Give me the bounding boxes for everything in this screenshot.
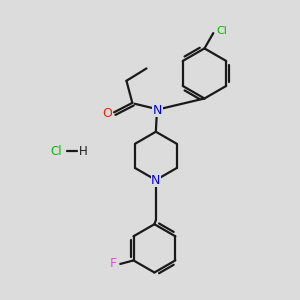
Text: Cl: Cl <box>216 26 227 36</box>
Text: H: H <box>79 145 87 158</box>
Text: N: N <box>153 104 162 117</box>
Text: O: O <box>103 107 112 120</box>
Text: F: F <box>109 257 116 271</box>
Text: N: N <box>151 173 160 187</box>
Text: Cl: Cl <box>50 145 61 158</box>
